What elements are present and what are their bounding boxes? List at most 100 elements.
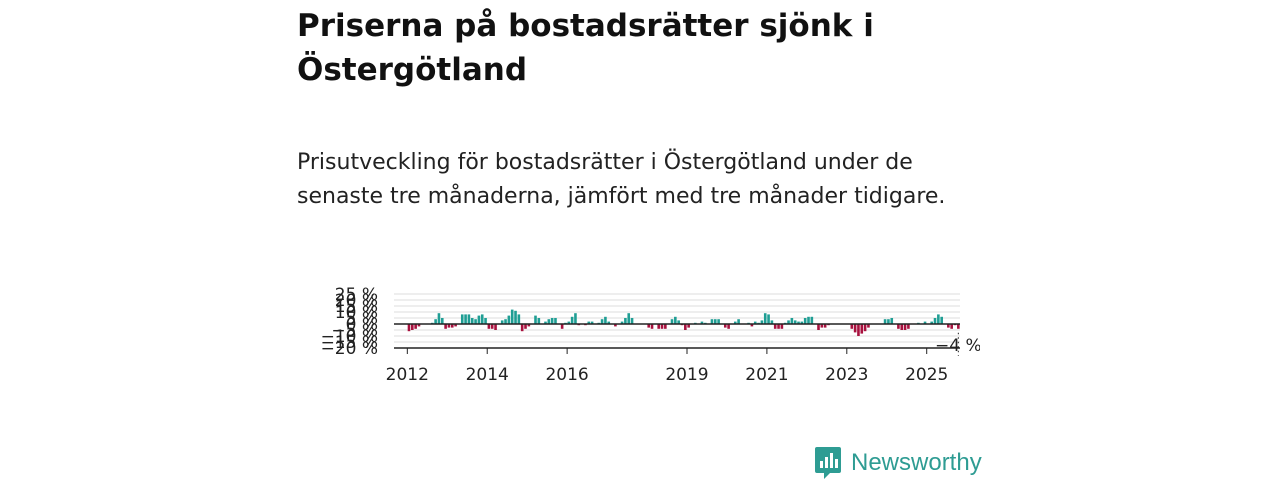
bar: [930, 321, 933, 324]
bar: [620, 321, 624, 324]
bar: [787, 320, 790, 324]
bar: [940, 316, 943, 324]
bar: [947, 324, 950, 328]
bar: [624, 318, 627, 324]
bar: [490, 324, 494, 329]
bar: [664, 324, 667, 329]
bar: [717, 319, 720, 324]
bar: [810, 316, 814, 324]
bar: [710, 319, 714, 324]
x-tick-label: 2014: [466, 365, 509, 385]
bar: [957, 324, 960, 329]
bar: [753, 321, 757, 324]
bar: [510, 309, 514, 324]
bar: [907, 324, 910, 329]
bar: [770, 320, 774, 324]
bar: [630, 318, 634, 324]
bar: [590, 321, 594, 324]
bar: [737, 319, 740, 324]
bar: [933, 318, 937, 324]
bar: [763, 313, 767, 324]
y-tick-label: −15 %: [321, 333, 378, 353]
bar: [614, 324, 617, 327]
bar: [857, 324, 860, 336]
bar: [700, 321, 704, 324]
y-tick-label: 5 %: [346, 309, 378, 329]
x-tick-label: 2016: [545, 365, 588, 385]
bar: [863, 324, 867, 332]
y-tick-label: −5 %: [331, 321, 378, 341]
brand-name: Newsworthy: [851, 449, 982, 476]
chart-subtitle: Prisutveckling för bostadsrätter i Öster…: [297, 150, 946, 209]
axes: [394, 323, 960, 356]
bar: [604, 316, 607, 324]
bar: [487, 324, 491, 329]
bar: [554, 318, 557, 324]
bar: [507, 315, 511, 324]
bar: [733, 321, 737, 324]
bar: [657, 324, 660, 329]
bar: [440, 318, 444, 324]
x-tick-label: 2019: [665, 365, 708, 385]
bar: [900, 324, 904, 330]
bar: [547, 319, 551, 324]
tick-labels: −20 %−15 %−10 %−5 %0 %5 %10 %15 %20 %25 …: [321, 285, 980, 385]
bar: [890, 318, 894, 324]
bar: [820, 324, 824, 328]
x-tick-label: 2023: [825, 365, 868, 385]
y-tick-label: 25 %: [335, 285, 378, 305]
y-tick-label: −20 %: [321, 339, 378, 359]
bar: [790, 318, 794, 324]
price-change-bar-chart: −20 %−15 %−10 %−5 %0 %5 %10 %15 %20 %25 …: [321, 285, 980, 385]
bar: [527, 324, 531, 327]
bar: [414, 324, 417, 329]
bar: [517, 314, 521, 324]
bar: [867, 324, 870, 328]
bar: [684, 324, 687, 330]
bar: [454, 324, 457, 327]
bar: [434, 319, 437, 324]
y-tick-label: 0 %: [346, 315, 378, 335]
bar: [850, 324, 854, 329]
bar: [687, 324, 690, 328]
bar: [524, 324, 527, 329]
bar: [647, 324, 650, 328]
bar: [817, 324, 820, 330]
bar: [860, 324, 864, 334]
bar: [411, 324, 414, 330]
bar: [793, 320, 797, 324]
x-tick-label: 2025: [905, 365, 948, 385]
bar: [760, 320, 764, 324]
bar: [660, 324, 664, 329]
bar: [460, 314, 464, 324]
bar: [514, 310, 517, 324]
y-tick-label: 20 %: [335, 291, 378, 311]
bar: [713, 319, 717, 324]
bar: [474, 319, 477, 324]
bar: [674, 316, 677, 324]
bar: [504, 319, 507, 324]
y-tick-label: 10 %: [335, 303, 378, 323]
bar: [567, 321, 571, 324]
bar: [437, 313, 441, 324]
bar: [777, 324, 780, 329]
bar: [727, 324, 730, 329]
bar: [797, 321, 800, 324]
bar: [670, 319, 674, 324]
bar: [587, 321, 591, 324]
y-gridlines: [394, 293, 960, 349]
bar: [887, 319, 890, 324]
x-tick-label: 2021: [745, 365, 788, 385]
bar: [550, 318, 554, 324]
bar: [544, 321, 547, 324]
y-tick-label: 15 %: [335, 297, 378, 317]
bar-series: [407, 309, 960, 336]
bar: [480, 314, 484, 324]
bar: [477, 315, 481, 324]
bar: [537, 318, 541, 324]
bar: [803, 318, 807, 324]
last-value-label: −4 %: [935, 336, 980, 356]
bar: [883, 319, 887, 324]
bar-chart-speech-bubble-icon: [815, 447, 841, 479]
bar: [484, 318, 487, 324]
